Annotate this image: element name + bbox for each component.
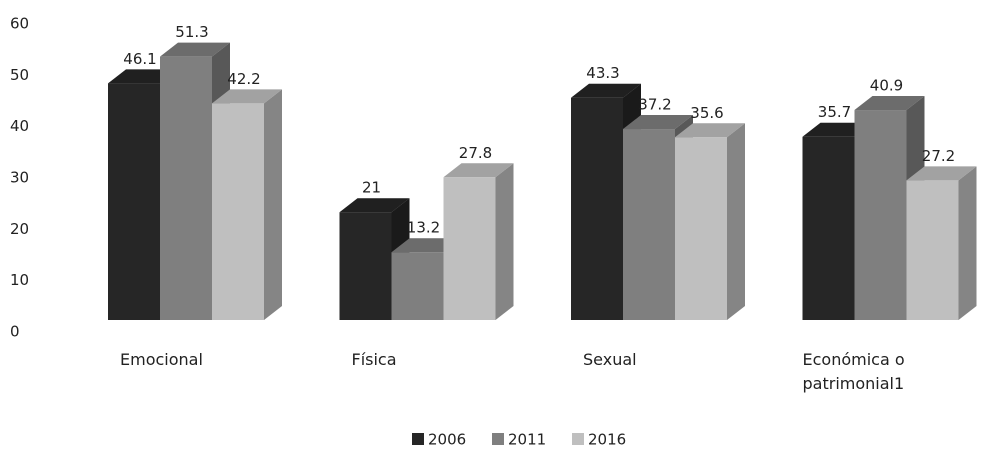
bar-side [958, 166, 977, 320]
legend-label: 2016 [588, 431, 626, 449]
bar-top [160, 42, 230, 57]
bar [160, 56, 212, 320]
bar-top [212, 89, 282, 104]
value-label: 27.2 [922, 147, 955, 165]
bar-side-shade [264, 89, 282, 320]
legend-label: 2011 [508, 431, 546, 449]
bar-top [906, 166, 977, 181]
value-label: 37.2 [638, 96, 671, 114]
bar-top-shade [339, 198, 410, 213]
y-tick-label: 20 [10, 220, 29, 238]
bar-side-shade [727, 123, 745, 321]
bar-top [623, 115, 693, 130]
bar [571, 97, 623, 320]
bar-top [443, 163, 514, 178]
y-tick-label: 60 [10, 15, 29, 33]
bar-top-shade [854, 96, 925, 111]
value-label: 51.3 [175, 23, 208, 41]
bar [212, 103, 264, 320]
legend-swatch [492, 433, 504, 445]
bar-top [571, 83, 641, 98]
y-tick-label: 0 [10, 323, 20, 341]
bar [623, 129, 675, 320]
bar [108, 83, 160, 320]
bar-side-shade [495, 163, 514, 320]
value-label: 40.9 [870, 77, 903, 95]
bar-top [854, 96, 925, 111]
y-tick-label: 40 [10, 117, 29, 135]
x-tick-label: Física [351, 350, 397, 369]
legend-label: 2006 [428, 431, 466, 449]
y-tick-label: 50 [10, 66, 29, 84]
bar-top-shade [571, 83, 641, 98]
bar [802, 136, 855, 320]
bar [906, 180, 959, 320]
x-tick-label: Emocional [120, 350, 203, 369]
legend-swatch [572, 433, 584, 445]
bar-top-shade [160, 42, 230, 57]
bar-side [264, 89, 282, 320]
bar [675, 137, 727, 320]
bar-top-shade [212, 89, 282, 104]
x-tick-label: Económica o patrimonial1 [802, 350, 905, 393]
bar-top-shade [623, 115, 693, 130]
bar [854, 110, 907, 321]
bar-side-shade [958, 166, 977, 320]
bar-top-shade [443, 163, 514, 178]
value-label: 27.8 [459, 144, 492, 162]
bar-top [339, 198, 410, 213]
y-tick-label: 30 [10, 169, 29, 187]
bar [391, 252, 444, 320]
value-label: 46.1 [123, 50, 156, 68]
value-label: 42.2 [227, 70, 260, 88]
value-label: 21 [362, 179, 381, 197]
y-tick-label: 10 [10, 271, 29, 289]
bar-side [727, 123, 745, 321]
value-label: 43.3 [586, 64, 619, 82]
bar-top-shade [675, 123, 745, 138]
value-label: 35.7 [818, 103, 851, 121]
bar-top-shade [906, 166, 977, 181]
bar [443, 177, 496, 320]
x-tick-label: Sexual [583, 350, 637, 369]
bar-side [495, 163, 514, 320]
bar [339, 212, 392, 320]
value-label: 35.6 [690, 104, 723, 122]
bar-top [675, 123, 745, 138]
legend-swatch [412, 433, 424, 445]
value-label: 13.2 [407, 219, 440, 237]
